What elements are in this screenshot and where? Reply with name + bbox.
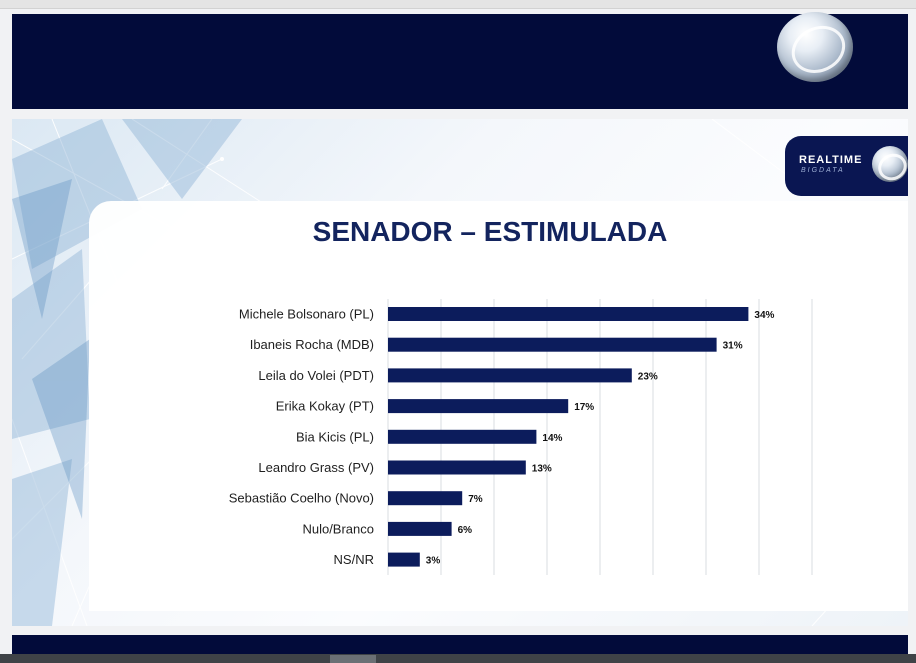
realtime-bigdata-badge: REALTIME BIGDATA: [785, 136, 908, 196]
data-label: 34%: [754, 310, 774, 321]
data-label: 3%: [426, 556, 441, 567]
category-label: Nulo/Branco: [302, 521, 374, 536]
badge-subtitle: BIGDATA: [801, 167, 845, 174]
category-label: Ibaneis Rocha (MDB): [250, 337, 374, 352]
bar: [388, 368, 632, 383]
globe-badge-icon: [872, 146, 908, 182]
category-label: Sebastião Coelho (Novo): [229, 491, 374, 506]
category-labels: Michele Bolsonaro (PL) Ibaneis Rocha (MDB…: [229, 307, 374, 568]
data-label: 13%: [532, 464, 552, 475]
bar: [388, 460, 526, 475]
badge-title: REALTIME: [799, 154, 863, 166]
chart-title: SENADOR – ESTIMULADA: [312, 216, 668, 247]
category-label: Leila do Volei (PDT): [258, 368, 374, 383]
data-label: 14%: [542, 433, 562, 444]
category-label: Bia Kicis (PL): [296, 429, 374, 444]
category-label: NS/NR: [334, 552, 374, 567]
window-top-strip: [0, 0, 916, 9]
data-label: 17%: [574, 402, 594, 413]
network-background: [12, 119, 908, 626]
bar: [388, 399, 569, 414]
data-label: 31%: [723, 341, 743, 352]
bottom-bar: [0, 654, 916, 663]
bar: [388, 429, 537, 444]
top-banner: [12, 14, 908, 109]
bar: [388, 491, 463, 506]
scrollbar-thumb[interactable]: [330, 655, 376, 663]
bar: [388, 307, 749, 321]
bars: [388, 307, 749, 567]
value-labels: 34% 31% 23% 17% 14% 13% 7% 6% 3%: [426, 310, 775, 567]
data-label: 6%: [458, 525, 473, 536]
category-label: Michele Bolsonaro (PL): [239, 307, 374, 322]
globe-logo-icon: [777, 12, 853, 82]
bar: [388, 521, 452, 536]
data-label: 23%: [638, 371, 658, 382]
data-label: 7%: [468, 494, 483, 505]
category-label: Leandro Grass (PV): [258, 460, 374, 475]
bar: [388, 337, 717, 352]
category-label: Erika Kokay (PT): [276, 399, 374, 414]
bar: [388, 552, 420, 567]
